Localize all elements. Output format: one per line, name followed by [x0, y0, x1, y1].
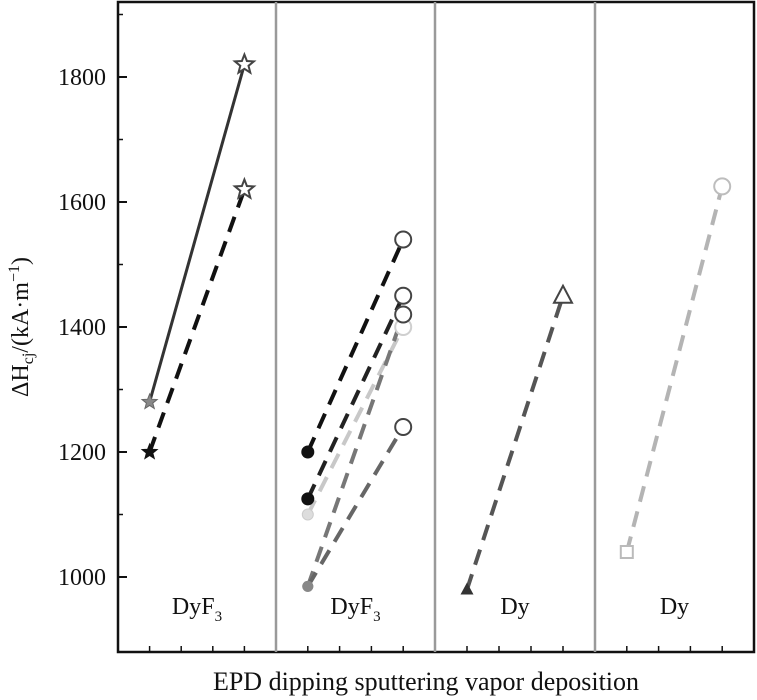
square-open-marker — [619, 545, 634, 559]
series-line — [147, 188, 247, 453]
y-tick-label: 1800 — [58, 65, 106, 91]
triangle-open-marker — [552, 283, 574, 304]
panel-label-main: Dy — [500, 594, 529, 620]
panel-separators — [274, 2, 597, 652]
y-title-suffix: /(kA·m — [8, 282, 34, 353]
star-gray-marker — [140, 392, 159, 410]
y-axis-ticks: 1000 1200 1400 1600 1800 — [58, 13, 127, 591]
panel-labels: DyF3 DyF3 Dy Dy — [172, 594, 689, 625]
series-line — [305, 313, 406, 588]
panel-label: Dy — [660, 594, 689, 620]
series-markers — [140, 51, 732, 595]
y-title-sup: −1 — [6, 265, 23, 282]
panel-label: DyF3 — [330, 594, 380, 625]
star-open-marker — [232, 176, 257, 200]
y-tick-label: 1200 — [58, 440, 106, 466]
y-axis-title: ΔHcj/(kA·m−1) — [6, 257, 37, 397]
circle-open-marker — [394, 305, 413, 324]
circle-filled-marker — [301, 445, 315, 459]
x-axis-ticks — [148, 646, 723, 652]
y-title-close: ) — [8, 257, 34, 265]
y-tick-label: 1400 — [58, 315, 106, 341]
circle-open-light-marker — [713, 177, 732, 196]
star-filled-marker — [140, 442, 159, 460]
series-line — [465, 295, 565, 591]
panel-label-main: Dy — [660, 594, 689, 620]
y-tick-label: 1600 — [58, 190, 106, 216]
star-open-marker — [232, 51, 257, 75]
x-axis-title: EPD dipping sputtering vapor deposition — [213, 667, 639, 696]
triangle-filled-marker — [460, 582, 474, 595]
circle-filled-marker — [301, 492, 315, 506]
series-line — [305, 294, 406, 500]
y-tick-label: 1000 — [58, 565, 106, 591]
series-line — [306, 425, 405, 588]
series-line — [624, 185, 725, 553]
circle-open-marker — [394, 418, 413, 436]
panel-label: Dy — [500, 594, 529, 620]
circle-light-marker — [301, 508, 314, 521]
y-title-prefix: ΔH — [8, 364, 34, 397]
series-line — [148, 64, 246, 403]
series-lines — [147, 64, 725, 591]
series-line — [305, 238, 406, 453]
series-line — [306, 326, 405, 516]
circle-gray-marker — [302, 580, 314, 592]
panel-label-sub: 3 — [373, 609, 381, 625]
panel-label-main: DyF — [330, 594, 373, 620]
panel-label: DyF3 — [172, 594, 222, 625]
y-title-sub: cj — [20, 353, 37, 365]
panel-label-main: DyF — [172, 594, 215, 620]
circle-open-marker — [394, 286, 413, 305]
circle-open-marker — [394, 230, 413, 249]
panel-label-sub: 3 — [215, 609, 223, 625]
